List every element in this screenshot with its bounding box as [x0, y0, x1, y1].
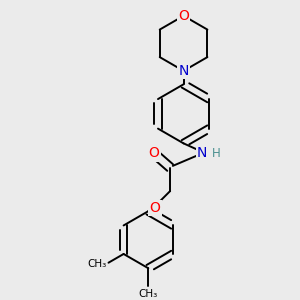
Text: N: N: [197, 146, 207, 161]
Text: N: N: [178, 64, 189, 78]
Text: O: O: [178, 9, 189, 23]
Text: H: H: [212, 147, 220, 160]
Text: O: O: [148, 146, 160, 161]
Text: CH₃: CH₃: [139, 289, 158, 299]
Text: O: O: [150, 201, 160, 215]
Text: CH₃: CH₃: [87, 259, 106, 269]
